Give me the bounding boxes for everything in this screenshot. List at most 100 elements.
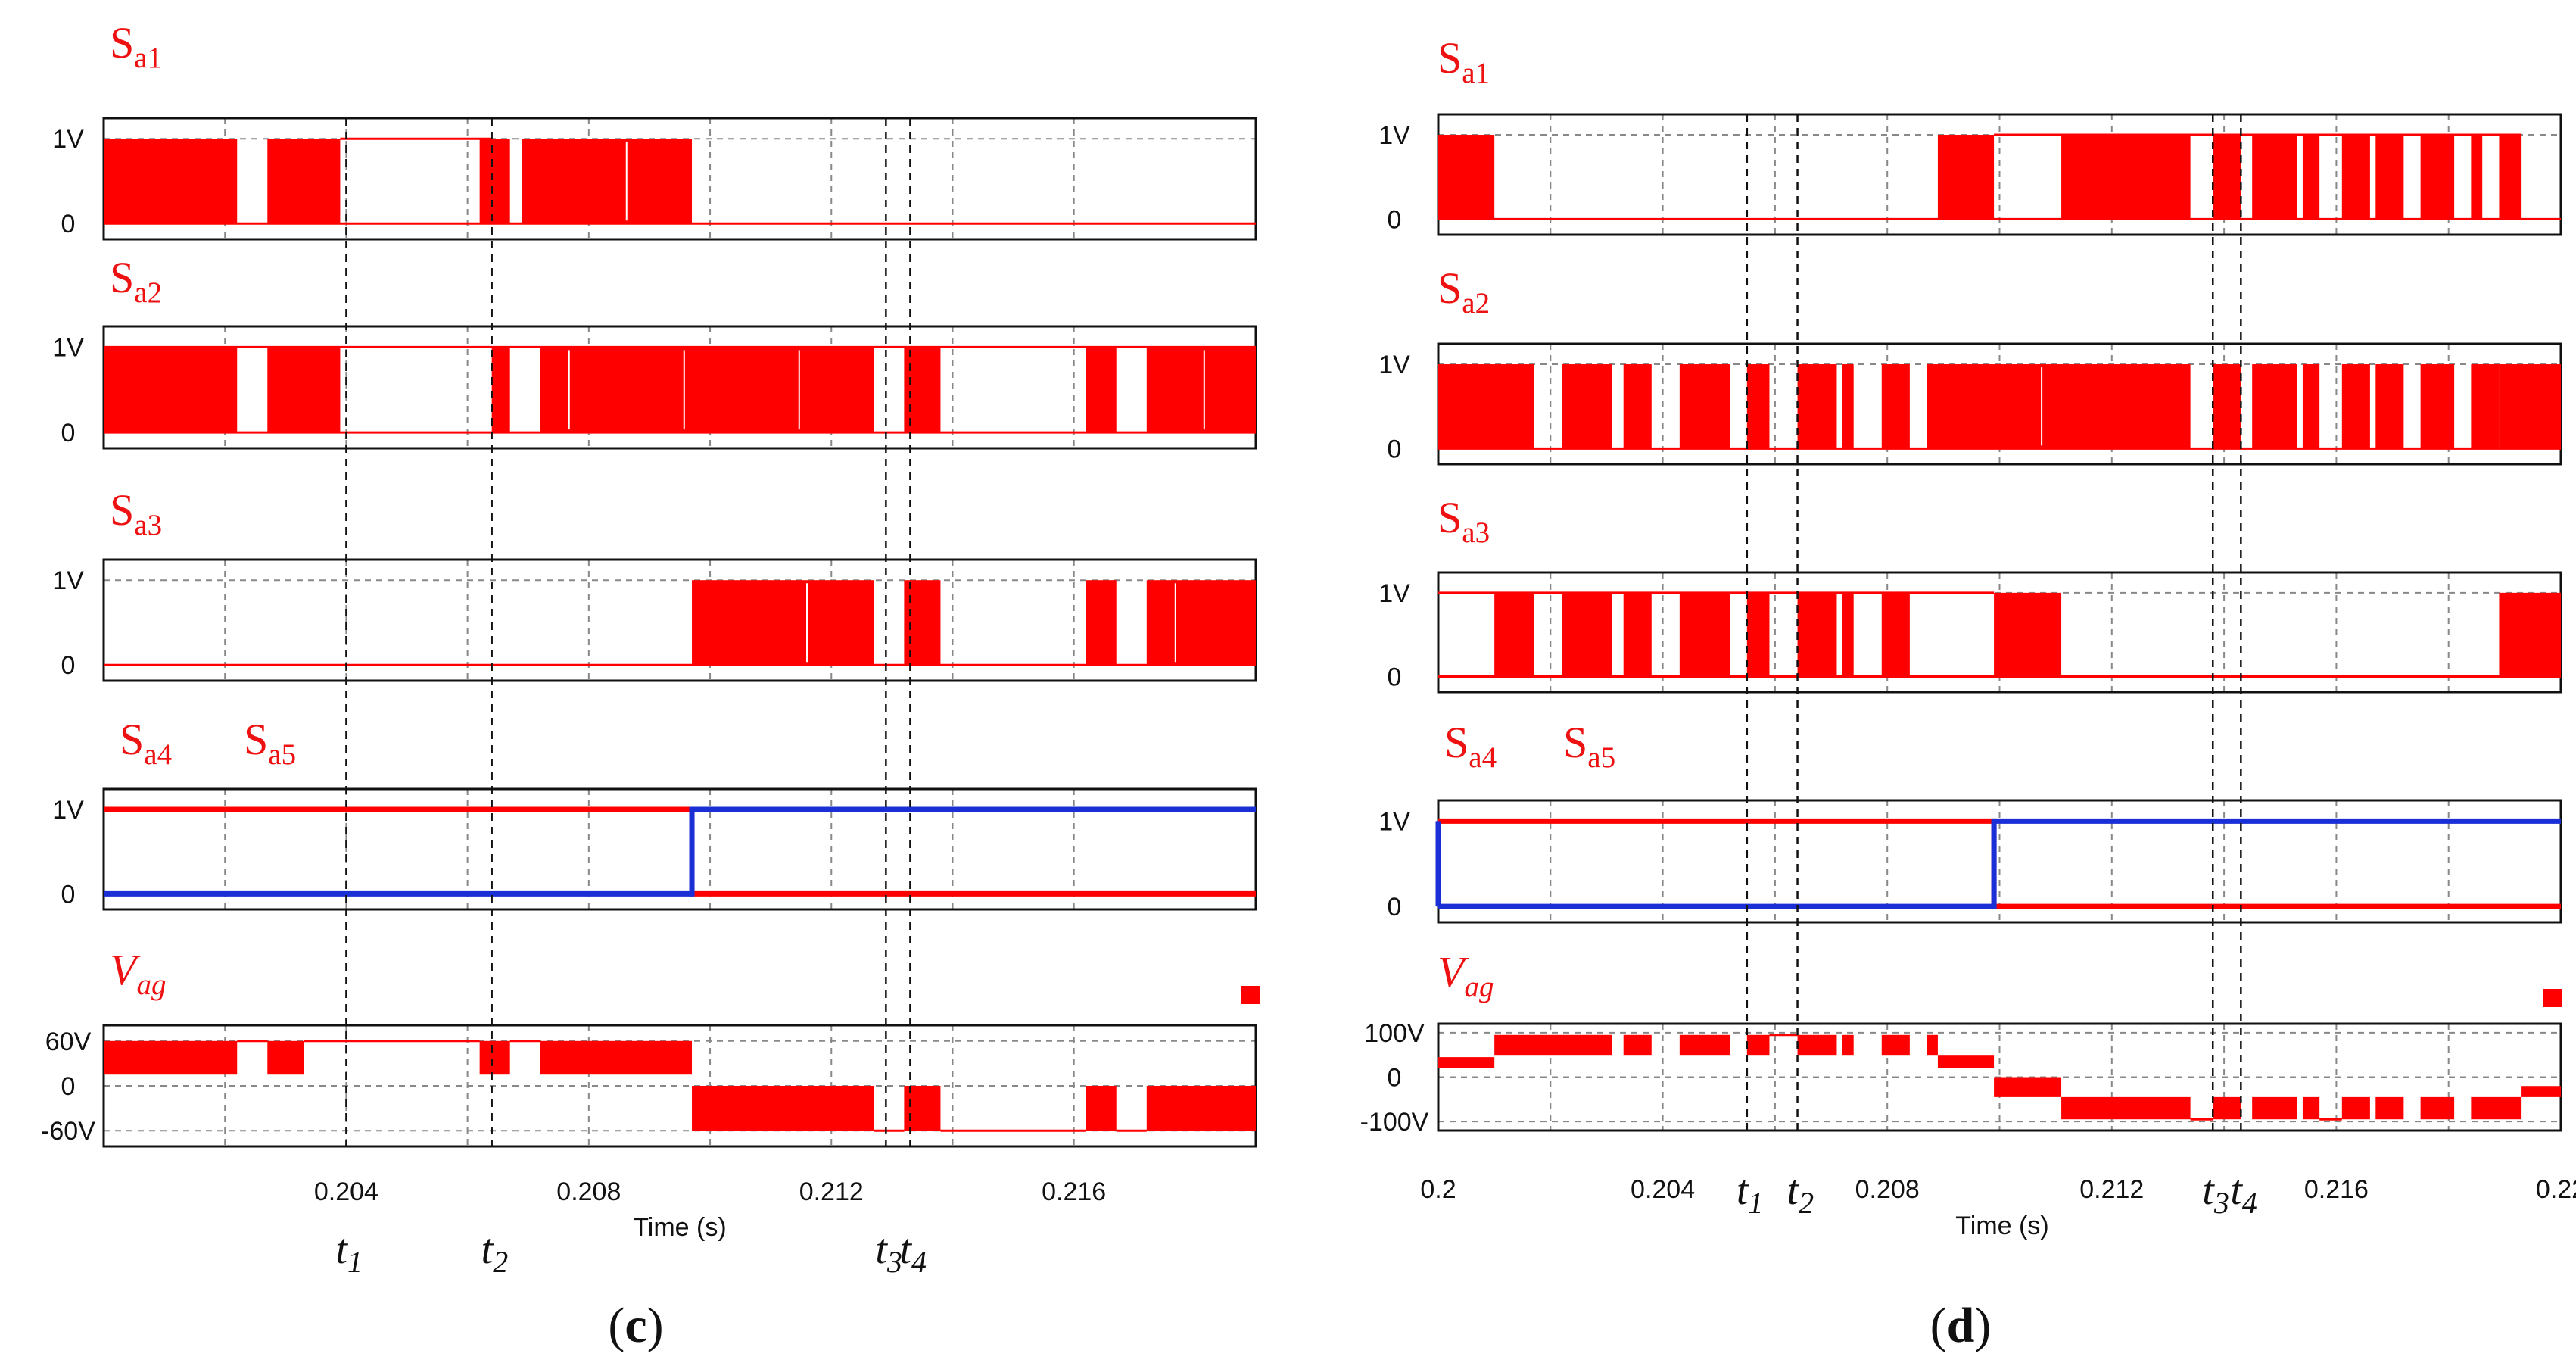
pwm-block-17 [2499, 364, 2561, 449]
marker-label-t1: t1 [1737, 1167, 1764, 1220]
plot-frame [1437, 1022, 2562, 1132]
y-tick-1: 0 [61, 1072, 76, 1101]
pwm-block-3 [479, 139, 510, 224]
label-sa2: Sa2 [1438, 264, 1490, 320]
pwm-block-10 [2213, 364, 2241, 449]
panel-c: 1V 0 Sa1 1V 0 Sa2 1V 0 Sa3 1V 0 Sa4 Sa5 60V 0 -60V Vag 0.… [41, 18, 1260, 1353]
pwm-block-0 [1438, 364, 1534, 449]
pwm-block-3 [1679, 592, 1730, 677]
label-sa5: Sa5 [244, 715, 296, 771]
vag-block-7 [692, 1086, 874, 1131]
pwm-block-3 [2213, 135, 2241, 220]
label-sa3: Sa3 [1438, 493, 1490, 549]
vag-block-21 [2471, 1096, 2522, 1120]
pwm-block-5 [1797, 592, 1837, 677]
pwm-block-3 [540, 347, 874, 433]
y-tick-0: 1V [52, 333, 84, 362]
pwm-block-9 [2499, 592, 2561, 677]
vag-block-0 [1438, 1057, 1495, 1068]
pwm-block-6 [1842, 364, 1854, 449]
y-tick-0: 1V [52, 125, 84, 154]
subplot-vag: 100V 0 -100V Vag [1360, 947, 2562, 1137]
pwm-block-9 [2157, 364, 2191, 449]
y-tick-0: 100V [1364, 1019, 1425, 1048]
vag-block-15 [2252, 1096, 2297, 1120]
pwm-block-3 [1146, 580, 1256, 666]
y-tick-0: 1V [52, 566, 84, 595]
x-tick-0: 0.204 [314, 1177, 378, 1206]
pwm-block-2 [2157, 135, 2191, 220]
vag-block-2 [267, 1040, 304, 1075]
pwm-block-2 [491, 347, 510, 433]
series-sa4 [104, 806, 1256, 897]
y-tick-2: -100V [1360, 1108, 1429, 1137]
pwm-block-4 [2252, 135, 2269, 220]
subplot-sa3: 1V 0 Sa3 [1378, 493, 2562, 694]
pwm-block-2 [1623, 364, 1652, 449]
vag-block-0 [104, 1040, 238, 1075]
pwm-block-11 [2499, 135, 2522, 220]
vag-block-1 [1494, 1034, 1612, 1056]
pwm-block-13 [2341, 364, 2370, 449]
y-tick-0: 1V [1378, 579, 1410, 608]
subplot-sa1: 1V 0 Sa1 [52, 18, 1257, 241]
x-tick-0: 0.2 [1420, 1175, 1456, 1204]
vag-block-16 [2302, 1096, 2320, 1120]
y-tick-0: 1V [1378, 351, 1410, 379]
subplot-vag: 60V 0 -60V Vag [41, 945, 1260, 1148]
pwm-block-12 [1438, 135, 1495, 220]
label-sa3: Sa3 [110, 485, 162, 541]
pwm-block-12 [2302, 364, 2320, 449]
series-sa5 [1438, 818, 2561, 909]
pwm-block-2 [104, 139, 117, 224]
pwm-block-2 [1623, 592, 1652, 677]
x-tick-2: 0.212 [799, 1177, 864, 1206]
vag-block-3 [1679, 1034, 1730, 1056]
y-tick-2: -60V [41, 1117, 95, 1146]
x-axis-label: Time (s) [1955, 1212, 2048, 1240]
vag-block-11 [1086, 1086, 1117, 1131]
label-sa2: Sa2 [110, 253, 162, 309]
x-tick-5: 0.22 [2536, 1175, 2576, 1204]
pwm-block-0 [104, 139, 238, 224]
y-tick-0: 1V [52, 796, 84, 825]
pwm-block-0 [1494, 592, 1534, 677]
series-sa5 [104, 806, 1256, 897]
label-vag: Vag [110, 945, 166, 1001]
pwm-block-7 [1881, 364, 1910, 449]
x-tick-3: 0.212 [2079, 1175, 2144, 1204]
pwm-block-5 [1086, 347, 1117, 433]
pwm-block-0 [692, 580, 874, 666]
legend-square [2543, 989, 2562, 1007]
pwm-block-4 [522, 139, 540, 224]
x-axis-label: Time (s) [633, 1213, 726, 1242]
pwm-block-5 [2269, 135, 2297, 220]
pwm-block-1 [267, 347, 341, 433]
vag-block-4 [479, 1040, 510, 1075]
vag-block-19 [2375, 1096, 2404, 1120]
pwm-block-2 [1086, 580, 1117, 666]
vag-block-22 [2521, 1086, 2561, 1097]
y-tick-1: 0 [1388, 435, 1402, 463]
pwm-block-0 [104, 347, 238, 433]
y-tick-1: 0 [61, 419, 76, 448]
vag-block-10 [1937, 1055, 1995, 1068]
pwm-block-8 [1994, 592, 2062, 677]
pwm-block-1 [1562, 364, 1612, 449]
subplot-sa2: 1V 0 Sa2 [52, 253, 1257, 450]
marker-label-t2: t2 [1787, 1167, 1814, 1220]
y-tick-1: 0 [1388, 205, 1402, 234]
vag-block-4 [1746, 1034, 1770, 1056]
pwm-block-14 [2375, 364, 2404, 449]
pwm-block-1 [267, 139, 341, 224]
marker-label-t3: t3 [2202, 1167, 2229, 1220]
vag-block-18 [2341, 1096, 2370, 1120]
pwm-block-5 [540, 139, 693, 224]
pwm-block-6 [1842, 592, 1854, 677]
vag-block-13 [1146, 1086, 1256, 1131]
pwm-block-11 [2252, 364, 2297, 449]
x-tick-4: 0.216 [2304, 1175, 2369, 1204]
panel-d: 1V 0 Sa1 1V 0 Sa2 1V 0 Sa3 1V 0 Sa4 Sa5 100V 0 -100V Vag… [1360, 33, 2576, 1353]
pwm-block-15 [2420, 364, 2455, 449]
